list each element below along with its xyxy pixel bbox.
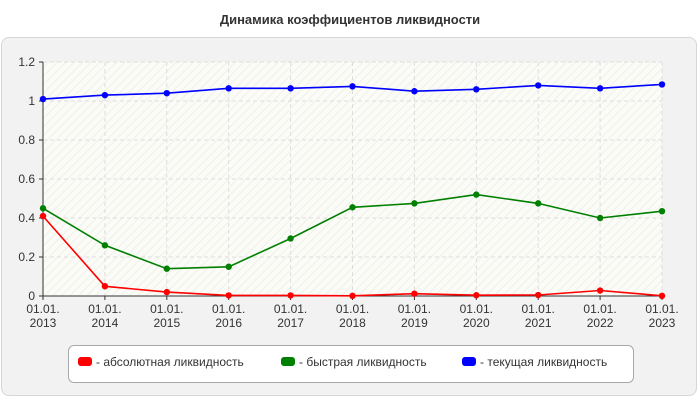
data-point-2 bbox=[39, 95, 47, 103]
data-point-2 bbox=[101, 91, 109, 99]
x-tick-label: 01.01. 2017 bbox=[274, 302, 307, 330]
data-point-1 bbox=[411, 200, 418, 207]
legend-label: - текущая ликвидность bbox=[480, 355, 608, 369]
data-point-0 bbox=[287, 292, 294, 299]
data-point-0 bbox=[349, 292, 356, 300]
data-point-2 bbox=[658, 81, 666, 88]
y-tick-label: 1 bbox=[28, 94, 35, 108]
data-point-1 bbox=[535, 200, 542, 207]
data-point-0 bbox=[163, 288, 170, 296]
legend-swatch bbox=[462, 357, 476, 367]
data-point-0 bbox=[411, 290, 418, 297]
legend-item-1: - быстрая ликвидность bbox=[281, 355, 427, 369]
data-point-0 bbox=[596, 287, 604, 294]
data-point-1 bbox=[473, 191, 480, 198]
data-point-2 bbox=[473, 86, 480, 93]
x-tick-label: 01.01. 2020 bbox=[460, 302, 493, 330]
data-point-2 bbox=[225, 85, 232, 92]
data-point-0 bbox=[101, 283, 109, 290]
x-tick-label: 01.01. 2013 bbox=[26, 302, 59, 330]
legend-swatch bbox=[281, 357, 295, 367]
data-point-1 bbox=[658, 207, 666, 215]
y-tick-label: 0.8 bbox=[18, 133, 35, 147]
data-point-2 bbox=[287, 85, 294, 92]
data-point-1 bbox=[596, 214, 604, 222]
y-tick-label: 0.6 bbox=[18, 172, 35, 186]
data-point-0 bbox=[658, 292, 666, 300]
data-point-0 bbox=[225, 292, 232, 299]
chart-title: Динамика коэффициентов ликвидности bbox=[219, 12, 481, 27]
data-point-0 bbox=[473, 292, 480, 299]
data-point-1 bbox=[163, 265, 170, 272]
y-tick-label: 0 bbox=[28, 289, 35, 303]
legend-label: - абсолютная ликвидность bbox=[96, 355, 244, 369]
data-point-1 bbox=[349, 204, 356, 211]
legend-item-0: - абсолютная ликвидность bbox=[78, 355, 244, 369]
x-tick-label: 01.01. 2016 bbox=[212, 302, 245, 330]
data-point-1 bbox=[39, 205, 47, 212]
legend-swatch bbox=[78, 357, 92, 367]
data-point-1 bbox=[287, 235, 294, 242]
x-tick-label: 01.01. 2015 bbox=[150, 302, 183, 330]
legend-label: - быстрая ликвидность bbox=[299, 355, 427, 369]
data-point-0 bbox=[535, 291, 542, 299]
y-tick-label: 0.2 bbox=[18, 250, 35, 264]
y-tick-label: 1.2 bbox=[18, 55, 35, 69]
data-point-2 bbox=[163, 90, 170, 97]
legend-item-2: - текущая ликвидность bbox=[462, 355, 607, 369]
x-tick-label: 01.01. 2014 bbox=[88, 302, 121, 330]
x-tick-label: 01.01. 2018 bbox=[336, 302, 369, 330]
x-tick-label: 01.01. 2022 bbox=[583, 302, 616, 330]
data-point-2 bbox=[535, 82, 542, 89]
x-tick-label: 01.01. 2019 bbox=[398, 302, 431, 330]
data-point-2 bbox=[596, 85, 604, 92]
data-point-1 bbox=[101, 242, 109, 249]
x-tick-label: 01.01. 2021 bbox=[522, 302, 555, 330]
data-point-1 bbox=[225, 263, 232, 270]
legend: - абсолютная ликвидность - быстрая ликвид… bbox=[68, 345, 634, 383]
data-point-2 bbox=[349, 83, 356, 90]
data-point-0 bbox=[39, 212, 47, 220]
y-tick-label: 0.4 bbox=[18, 211, 35, 225]
data-point-2 bbox=[411, 88, 418, 95]
x-tick-label: 01.01. 2023 bbox=[645, 302, 678, 330]
